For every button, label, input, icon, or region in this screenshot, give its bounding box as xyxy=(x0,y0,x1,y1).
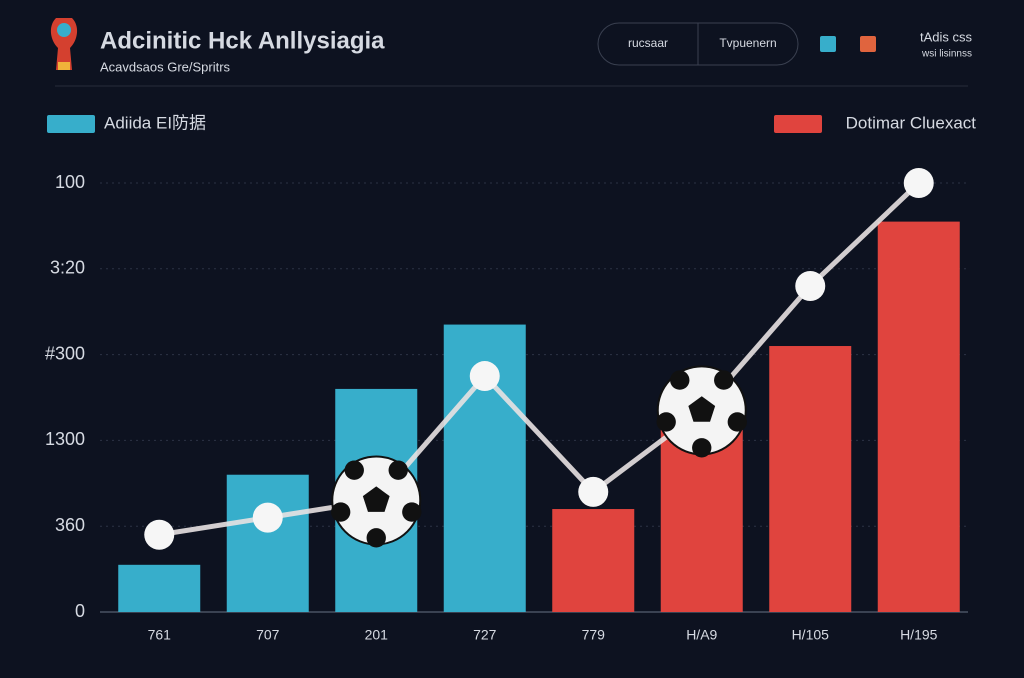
icon-button[interactable] xyxy=(860,36,876,52)
x-tick-label: H/A9 xyxy=(686,627,717,643)
subtitle: Acavdsaos Gre/Spritrs xyxy=(100,59,231,74)
ball-patch xyxy=(366,528,386,548)
point xyxy=(144,519,175,550)
ball-patch xyxy=(331,502,351,522)
ball-patch xyxy=(670,370,690,390)
x-tick-label: H/195 xyxy=(900,627,938,643)
ball-patch xyxy=(688,396,716,422)
bar xyxy=(118,564,201,612)
plot: 0 360 1300 #300 3:20 100 761 707 201 727 779 H/A9 H/… xyxy=(45,168,968,643)
y-tick-label: 100 xyxy=(55,172,85,192)
x-tick-label: 707 xyxy=(256,627,280,643)
bar xyxy=(226,474,309,612)
point xyxy=(331,455,422,548)
ball-patch xyxy=(402,502,422,522)
bar xyxy=(769,346,852,612)
point xyxy=(252,502,283,533)
y-tick-label: 360 xyxy=(55,515,85,535)
y-tick-label: 1300 xyxy=(45,429,85,449)
icon-button[interactable] xyxy=(820,36,836,52)
y-tick-label: 0 xyxy=(75,601,85,621)
legend-label: Adiida EI防据 xyxy=(104,113,206,132)
corner-text: wsi lisinnss xyxy=(921,49,972,60)
corner-text: tAdis css xyxy=(920,29,973,44)
ball-patch xyxy=(714,370,734,390)
point xyxy=(656,365,747,458)
ball-patch xyxy=(388,460,408,480)
title: Adcinitic Hck Anllysiagia xyxy=(100,27,385,54)
legend-label: Dotimar Cluexact xyxy=(846,113,977,132)
y-tick-label: #300 xyxy=(45,343,85,363)
y-tick-label: 3:20 xyxy=(50,258,85,278)
toggle-button[interactable]: Tvpuenern xyxy=(719,36,776,50)
point xyxy=(903,168,934,198)
x-tick-label: 779 xyxy=(582,627,606,643)
bar xyxy=(877,221,960,613)
ball-patch xyxy=(656,412,676,432)
ball-patch xyxy=(692,438,712,458)
toggle-button[interactable]: rucsaar xyxy=(628,36,668,50)
point xyxy=(578,476,609,507)
bar xyxy=(552,509,635,612)
legend-swatch xyxy=(774,115,822,133)
ball-patch xyxy=(344,460,364,480)
x-tick-label: 727 xyxy=(473,627,497,643)
point xyxy=(795,270,826,301)
x-tick-label: 201 xyxy=(365,627,389,643)
ball-patch xyxy=(362,486,390,512)
logo xyxy=(50,18,78,70)
line xyxy=(158,181,921,538)
legend-swatch xyxy=(47,115,95,133)
x-tick-label: 761 xyxy=(148,627,172,643)
point xyxy=(469,361,500,392)
x-tick-label: H/105 xyxy=(792,627,830,643)
ball-patch xyxy=(727,412,747,432)
